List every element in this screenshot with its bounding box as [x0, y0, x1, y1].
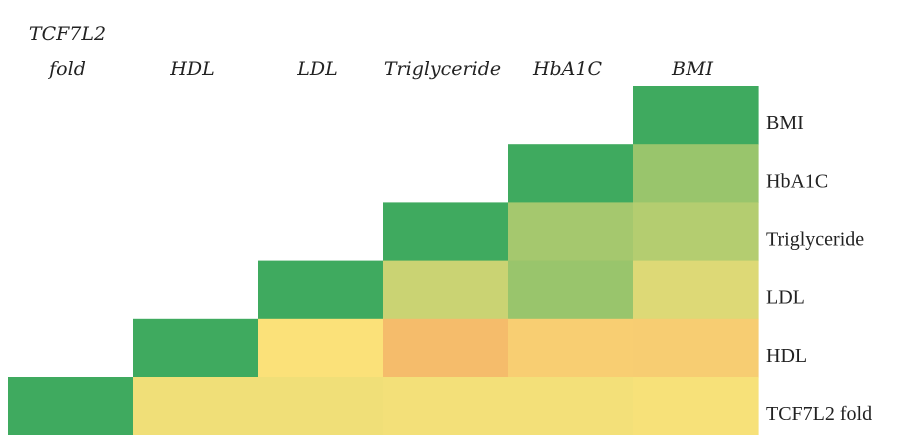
column-label-bmi: BMI	[671, 58, 713, 80]
heatmap-cell-hdl-ldl	[258, 318, 384, 378]
heatmap-cell-hba1c-bmi	[633, 144, 759, 203]
heatmap-cell-hdl-hdl	[133, 318, 259, 378]
heatmap-cells	[8, 86, 759, 435]
row-label-hba1c: HbA1C	[766, 170, 828, 192]
heatmap-cell-tcf7l2-fold-tcf7l2-fold	[8, 377, 134, 435]
heatmap-cell-hdl-bmi	[633, 318, 759, 378]
heatmap-cell-ldl-triglyceride	[383, 260, 509, 320]
heatmap-cell-ldl-bmi	[633, 260, 759, 320]
heatmap-cell-tcf7l2-fold-triglyceride	[383, 377, 509, 435]
row-label-triglyceride: Triglyceride	[766, 229, 864, 251]
heatmap-cell-tcf7l2-fold-hba1c	[508, 377, 634, 435]
column-label-hba1c: HbA1C	[532, 58, 603, 80]
heatmap-cell-triglyceride-bmi	[633, 202, 759, 262]
row-label-bmi: BMI	[766, 112, 804, 134]
heatmap-cell-tcf7l2-fold-hdl	[133, 377, 259, 435]
column-label-triglyceride: Triglyceride	[384, 58, 501, 80]
row-label-ldl: LDL	[766, 287, 805, 309]
heatmap-cell-hba1c-hba1c	[508, 144, 634, 203]
heatmap-cell-triglyceride-triglyceride	[383, 202, 509, 262]
heatmap-cell-triglyceride-hba1c	[508, 202, 634, 262]
row-labels: BMI HbA1C Triglyceride LDL HDL TCF7L2 fold	[766, 112, 872, 425]
heatmap-cell-bmi-bmi	[633, 86, 759, 145]
heatmap-cell-hdl-hba1c	[508, 318, 634, 378]
column-labels: TCF7L2 fold HDL LDL Triglyceride HbA1C BMI	[29, 23, 714, 80]
heatmap-cell-tcf7l2-fold-ldl	[258, 377, 384, 435]
heatmap-cell-ldl-ldl	[258, 260, 384, 320]
row-label-tcf7l2-fold: TCF7L2 fold	[766, 403, 872, 425]
heatmap-cell-tcf7l2-fold-bmi	[633, 377, 759, 435]
column-label-ldl: LDL	[296, 58, 337, 80]
heatmap-cell-ldl-hba1c	[508, 260, 634, 320]
heatmap-cell-hdl-triglyceride	[383, 318, 509, 378]
row-label-hdl: HDL	[766, 345, 807, 367]
column-label-hdl: HDL	[169, 58, 214, 80]
column-label-tcf7l2-fold: TCF7L2 fold	[29, 23, 106, 80]
